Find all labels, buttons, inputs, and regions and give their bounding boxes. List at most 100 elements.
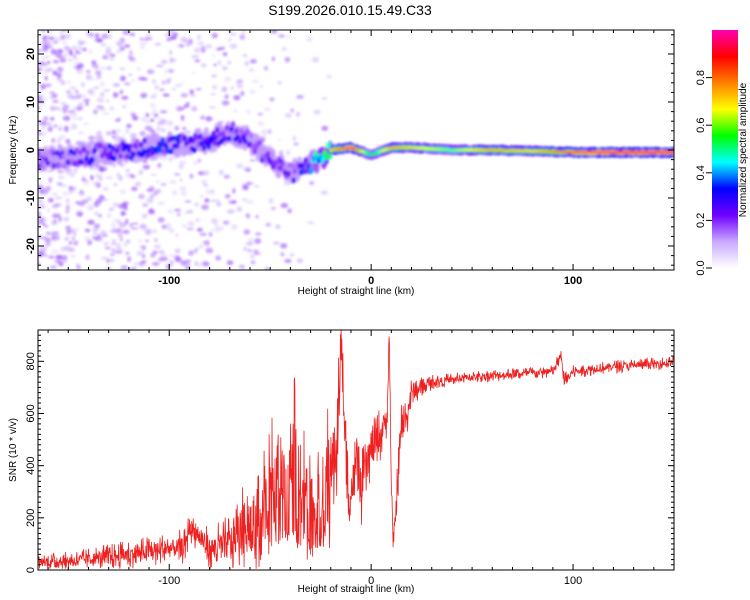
heatmap-cell xyxy=(168,155,173,162)
heatmap-cell xyxy=(65,90,72,94)
heatmap-cell xyxy=(247,238,254,244)
heatmap-cell xyxy=(146,197,154,204)
heatmap-cell xyxy=(242,197,247,202)
heatmap-cell xyxy=(166,222,171,229)
heatmap-cell xyxy=(280,202,289,209)
heatmap-cell xyxy=(109,53,116,58)
heatmap-cell xyxy=(189,89,195,95)
heatmap-cell xyxy=(166,79,170,84)
heatmap-cell xyxy=(65,49,70,52)
heatmap-cell xyxy=(111,242,116,245)
heatmap-cell xyxy=(51,222,57,227)
heatmap-cell xyxy=(41,205,45,208)
heatmap-cell xyxy=(280,252,285,257)
heatmap-cell xyxy=(222,52,228,57)
heatmap-cell xyxy=(109,258,115,263)
heatmap-cell xyxy=(98,142,104,149)
heatmap-cell xyxy=(153,244,161,249)
colorbar-tick-label: 0.4 xyxy=(695,165,707,180)
heatmap-cell xyxy=(50,48,57,55)
heatmap-cell xyxy=(105,132,112,136)
heatmap-cell xyxy=(38,131,43,136)
heatmap-cell xyxy=(169,260,174,266)
heatmap-cell xyxy=(180,92,189,98)
heatmap-cell xyxy=(169,57,173,64)
heatmap-cell xyxy=(291,177,296,184)
heatmap-cell xyxy=(51,162,56,169)
heatmap-cell xyxy=(89,32,95,38)
heatmap-cell xyxy=(55,150,60,157)
heatmap-cell xyxy=(217,60,222,66)
heatmap-cell xyxy=(85,30,91,37)
heatmap-cell xyxy=(227,61,231,65)
heatmap-cell xyxy=(46,61,51,64)
heatmap-cell xyxy=(139,42,148,45)
heatmap-cell xyxy=(205,247,214,254)
heatmap-cell xyxy=(201,145,207,152)
heatmap-cell xyxy=(296,94,304,99)
heatmap-cell xyxy=(66,231,72,236)
heatmap-cell xyxy=(174,125,180,131)
heatmap-cell xyxy=(48,36,55,41)
heatmap-cell xyxy=(42,132,47,136)
heatmap-cell xyxy=(99,230,107,236)
heatmap-cell xyxy=(214,222,219,228)
colorbar-ticks: 0.0 0.2 0.4 0.6 0.8 xyxy=(695,70,712,276)
heatmap-cell xyxy=(57,261,65,266)
heatmap-cell xyxy=(108,150,113,157)
heatmap-cell xyxy=(221,86,228,93)
heatmap-cell xyxy=(311,56,320,63)
heatmap-cell xyxy=(245,128,250,135)
heatmap-cell xyxy=(92,227,99,233)
heatmap-cell xyxy=(275,224,281,230)
heatmap-cell xyxy=(131,186,138,192)
heatmap-cell xyxy=(129,32,136,37)
heatmap-cell xyxy=(208,189,215,195)
heatmap-cell xyxy=(284,56,291,63)
heatmap-cell xyxy=(70,254,76,259)
heatmap-cell xyxy=(73,167,78,174)
heatmap-cell xyxy=(191,71,195,75)
heatmap-cell xyxy=(60,134,66,140)
heatmap-cell xyxy=(141,245,147,251)
x-tick-label: 100 xyxy=(564,575,582,587)
heatmap-cell xyxy=(239,128,244,135)
heatmap-cell xyxy=(211,32,219,39)
heatmap-cell xyxy=(85,101,89,107)
heatmap-cell xyxy=(208,232,213,237)
heatmap-cell xyxy=(152,262,160,266)
heatmap-cell xyxy=(245,242,254,246)
heatmap-cell xyxy=(98,66,107,70)
snr-series-line xyxy=(38,330,674,569)
heatmap-cell xyxy=(38,61,46,66)
heatmap-cell xyxy=(58,124,64,129)
y-tick-label: 200 xyxy=(25,509,37,527)
heatmap-cell xyxy=(113,183,118,187)
heatmap-cell xyxy=(293,142,300,146)
heatmap-cell xyxy=(232,187,236,194)
heatmap-cell xyxy=(138,169,143,176)
heatmap-cell xyxy=(105,46,112,53)
heatmap-cell xyxy=(91,60,97,65)
heatmap-cell xyxy=(194,59,201,63)
heatmap-cell xyxy=(202,170,210,176)
heatmap-cell xyxy=(263,65,269,71)
heatmap-cell xyxy=(150,112,155,115)
heatmap-cell xyxy=(215,48,223,51)
heatmap-cell xyxy=(175,83,182,87)
heatmap-cell xyxy=(127,223,133,226)
heatmap-cell xyxy=(212,199,221,202)
heatmap-cell xyxy=(182,223,187,229)
heatmap-cell xyxy=(313,161,320,174)
heatmap-cell xyxy=(103,241,110,246)
heatmap-cell xyxy=(296,257,303,264)
heatmap-cell xyxy=(194,134,199,141)
heatmap-cell xyxy=(63,125,69,131)
heatmap-cell xyxy=(123,241,128,247)
heatmap-cell xyxy=(141,228,149,231)
heatmap-cell xyxy=(229,43,238,49)
heatmap-cell xyxy=(211,218,218,224)
heatmap-cell xyxy=(97,195,106,202)
heatmap-cell xyxy=(78,131,85,135)
heatmap-cell xyxy=(244,61,250,67)
